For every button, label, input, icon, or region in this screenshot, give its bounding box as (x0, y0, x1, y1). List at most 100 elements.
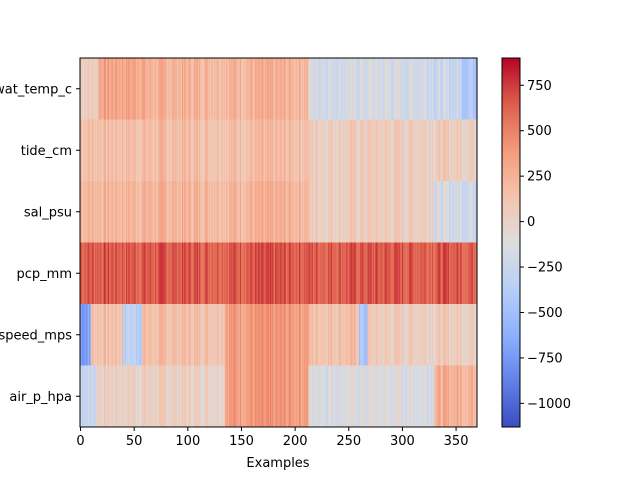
heatmap-cell (309, 242, 312, 305)
heatmap-cell (131, 119, 133, 182)
heatmap-cell (132, 181, 135, 243)
heatmap-cell (453, 365, 455, 427)
heatmap-cell (143, 181, 145, 243)
heatmap-cell (450, 304, 452, 366)
heatmap-cell (115, 58, 117, 120)
heatmap-cell (249, 58, 251, 120)
heatmap-cell (407, 119, 409, 182)
heatmap-cell (323, 119, 326, 182)
heatmap-cell (82, 119, 84, 182)
heatmap-cell (96, 365, 98, 427)
heatmap-cell (185, 58, 187, 120)
heatmap-cell (219, 242, 221, 305)
heatmap-cell (165, 365, 168, 427)
heatmap-cell (367, 365, 370, 427)
heatmap-cell (347, 119, 349, 182)
heatmap-cell (149, 242, 152, 305)
heatmap-cell (407, 365, 409, 427)
heatmap-cell (281, 242, 284, 305)
heatmap-cell (204, 181, 206, 243)
heatmap-cell (125, 181, 127, 243)
heatmap-cell (393, 242, 395, 305)
heatmap-cell (200, 365, 202, 427)
heatmap-cell (81, 119, 83, 182)
heatmap-cell (213, 304, 215, 366)
heatmap-cell (176, 242, 179, 305)
heatmap-cell (275, 58, 277, 120)
heatmap-cell (391, 365, 393, 427)
heatmap-cell (380, 304, 382, 366)
heatmap-cell (364, 242, 366, 305)
heatmap-cell (386, 242, 389, 305)
heatmap-cell (306, 119, 308, 182)
heatmap-cell (252, 365, 255, 427)
heatmap-cell (218, 242, 220, 305)
heatmap-cell (160, 119, 162, 182)
heatmap-cell (355, 181, 358, 243)
heatmap-cell (117, 304, 120, 366)
heatmap-cell (296, 365, 299, 427)
heatmap-cell (302, 304, 304, 366)
heatmap-cell (132, 365, 135, 427)
heatmap-cell (178, 242, 181, 305)
heatmap-cell (139, 242, 141, 305)
heatmap-cell (220, 181, 223, 243)
heatmap-cell (144, 58, 146, 120)
heatmap-cell (311, 365, 314, 427)
heatmap-cell (292, 58, 294, 120)
heatmap-cell (437, 58, 439, 120)
heatmap-cell (280, 58, 283, 120)
heatmap-cell (357, 119, 360, 182)
heatmap-cell (111, 119, 113, 182)
heatmap-cell (325, 304, 328, 366)
heatmap-cell (343, 58, 346, 120)
heatmap-cell (290, 304, 292, 366)
heatmap-cell (173, 304, 175, 366)
heatmap-cell (306, 304, 308, 366)
heatmap-cell (314, 304, 317, 366)
y-tick-label: wat_temp_c (0, 82, 72, 97)
heatmap-cell (152, 365, 155, 427)
heatmap-cell (460, 119, 463, 182)
heatmap-cell (382, 181, 385, 243)
heatmap-cell (472, 304, 475, 366)
heatmap-cell (206, 119, 209, 182)
heatmap-cell (164, 58, 167, 120)
heatmap-cell (101, 304, 103, 366)
heatmap-cell (105, 119, 108, 182)
heatmap-cell (195, 119, 198, 182)
heatmap-cell (112, 365, 114, 427)
heatmap-cell (387, 304, 390, 366)
heatmap-cell (459, 304, 462, 366)
heatmap-cell (343, 242, 346, 305)
heatmap-cell (306, 365, 308, 427)
heatmap-cell (423, 181, 425, 243)
heatmap-cell (373, 119, 376, 182)
heatmap-cell (220, 58, 223, 120)
heatmap-cell (229, 181, 231, 243)
heatmap-cell (287, 242, 289, 305)
heatmap-cell (379, 304, 381, 366)
heatmap-cell (424, 304, 426, 366)
heatmap-cell (383, 242, 386, 305)
heatmap-cell (387, 365, 390, 427)
heatmap-cell (350, 58, 352, 120)
heatmap-cell (320, 304, 322, 366)
heatmap-cell (211, 365, 214, 427)
heatmap-cell (313, 181, 316, 243)
heatmap-cell (103, 119, 106, 182)
heatmap-cell (105, 304, 108, 366)
heatmap-cell (304, 304, 306, 366)
heatmap-cell (98, 119, 100, 182)
heatmap-cell (218, 119, 220, 182)
heatmap-cell (320, 58, 322, 120)
heatmap-cell (229, 119, 231, 182)
heatmap-cell (390, 365, 392, 427)
heatmap-cell (154, 181, 156, 243)
heatmap-cell (323, 365, 326, 427)
heatmap-cell (435, 119, 437, 182)
heatmap-cell (89, 242, 92, 305)
heatmap-cell (209, 58, 212, 120)
heatmap-cell (396, 119, 398, 182)
